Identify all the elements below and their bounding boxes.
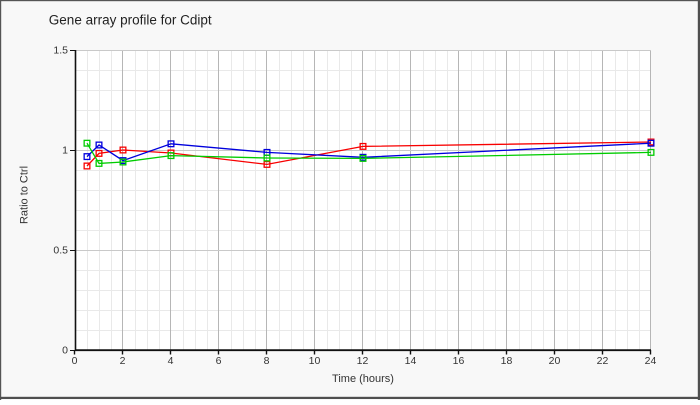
svg-text:12: 12 [357,355,369,367]
svg-text:6: 6 [216,355,222,367]
svg-text:18: 18 [501,355,513,367]
svg-text:22: 22 [597,355,609,367]
svg-text:0: 0 [62,345,68,357]
svg-text:Gene array profile for Cdipt: Gene array profile for Cdipt [49,13,212,28]
svg-text:4: 4 [168,355,174,367]
svg-text:Ratio to Ctrl: Ratio to Ctrl [18,166,30,224]
svg-text:1.5: 1.5 [53,45,68,57]
svg-text:Time (hours): Time (hours) [332,373,394,385]
svg-text:20: 20 [549,355,561,367]
svg-text:8: 8 [264,355,270,367]
svg-text:0.5: 0.5 [53,245,68,257]
svg-text:1: 1 [62,145,68,157]
svg-text:10: 10 [309,355,321,367]
svg-text:2: 2 [120,355,126,367]
svg-text:24: 24 [645,355,657,367]
svg-text:16: 16 [453,355,465,367]
svg-text:0: 0 [72,355,78,367]
svg-text:14: 14 [405,355,417,367]
